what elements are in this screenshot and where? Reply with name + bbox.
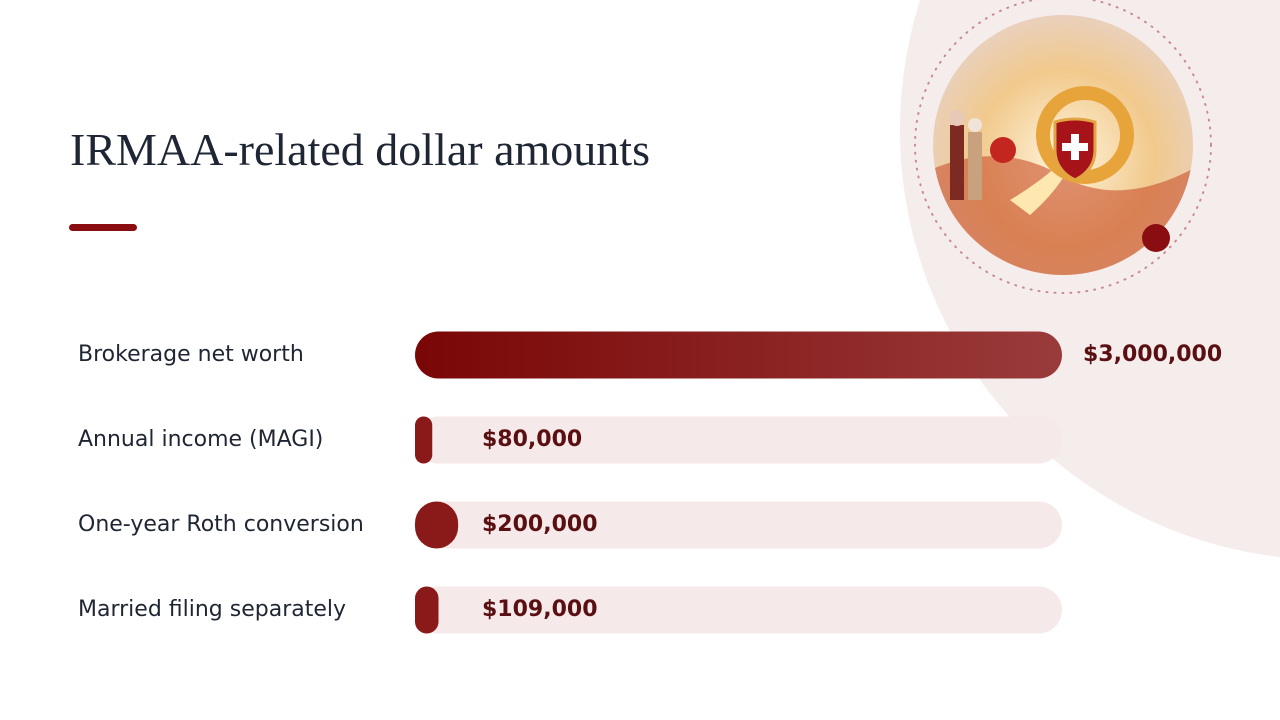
accent-dot bbox=[1142, 224, 1170, 252]
title-underline bbox=[69, 224, 137, 231]
category-label: Brokerage net worth bbox=[78, 342, 304, 367]
dotted-ring bbox=[914, 0, 1212, 294]
bar-track bbox=[415, 586, 1062, 634]
plot: Brokerage net worth $3,000,000 Annual inco… bbox=[78, 331, 1222, 634]
category-label: One-year Roth conversion bbox=[78, 512, 364, 537]
bar bbox=[415, 416, 433, 464]
bar bbox=[415, 586, 439, 634]
value-label: $200,000 bbox=[482, 512, 598, 537]
bar bbox=[415, 331, 1062, 379]
chart-title: IRMAA-related dollar amounts bbox=[70, 124, 650, 175]
value-label: $3,000,000 bbox=[1083, 342, 1222, 367]
bar-track bbox=[415, 501, 1062, 549]
bar-track bbox=[415, 416, 1062, 464]
value-label: $109,000 bbox=[482, 597, 598, 622]
category-label: Annual income (MAGI) bbox=[78, 427, 323, 452]
category-label: Married filing separately bbox=[78, 597, 346, 622]
value-label: $80,000 bbox=[482, 427, 582, 452]
bar bbox=[415, 501, 459, 549]
